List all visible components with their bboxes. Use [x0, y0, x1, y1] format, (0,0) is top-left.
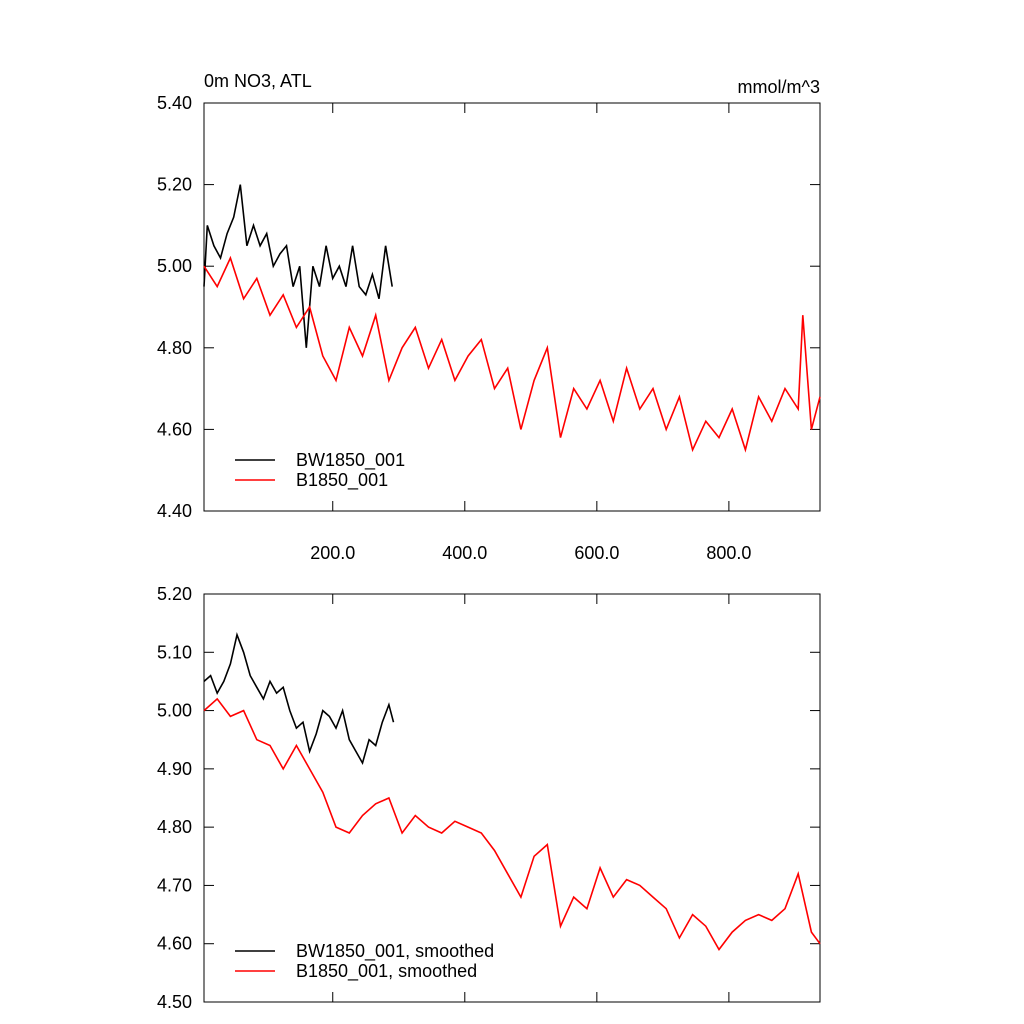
y-tick-label: 5.40 [157, 93, 192, 113]
y-tick-label: 5.20 [157, 584, 192, 604]
data-line [203, 632, 395, 766]
legend-label: BW1850_001, smoothed [296, 941, 494, 962]
legend-label: B1850_001, smoothed [296, 961, 477, 982]
y-tick-label: 5.20 [157, 175, 192, 195]
y-tick-label: 4.50 [157, 992, 192, 1012]
y-tick-label: 4.60 [157, 934, 192, 954]
y-tick-label: 4.80 [157, 817, 192, 837]
legend-label: BW1850_001 [296, 450, 405, 471]
x-tick-label: 600.0 [574, 543, 619, 563]
legend-label: B1850_001 [296, 470, 388, 491]
y-tick-label: 5.00 [157, 256, 192, 276]
data-line [203, 255, 821, 453]
y-tick-label: 5.10 [157, 642, 192, 662]
plot-frame [203, 593, 821, 1003]
units-label: mmol/m^3 [738, 77, 820, 97]
x-tick-label: 800.0 [706, 543, 751, 563]
plot-frame [203, 102, 821, 512]
y-tick-label: 4.90 [157, 759, 192, 779]
x-tick-label: 200.0 [310, 543, 355, 563]
y-tick-label: 4.70 [157, 875, 192, 895]
data-line [203, 184, 393, 348]
y-tick-label: 4.40 [157, 501, 192, 521]
y-tick-label: 5.00 [157, 701, 192, 721]
data-line [203, 697, 821, 951]
y-tick-label: 4.80 [157, 338, 192, 358]
y-tick-label: 4.60 [157, 419, 192, 439]
x-tick-label: 400.0 [442, 543, 487, 563]
chart-title: 0m NO3, ATL [204, 71, 312, 91]
